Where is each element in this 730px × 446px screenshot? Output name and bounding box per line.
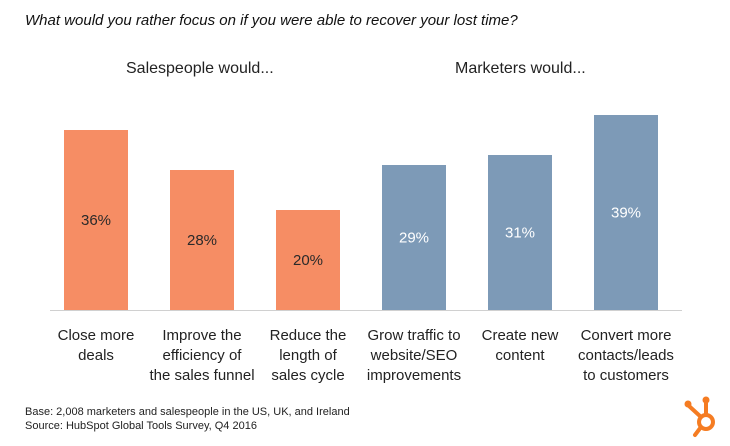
bar-value-label: 31% (505, 225, 535, 242)
category-label: improvements (367, 367, 461, 384)
category-label: Reduce the (270, 327, 347, 344)
category-label: Convert more (581, 327, 672, 344)
bar-value-label: 39% (611, 205, 641, 222)
category-label: Close more (58, 327, 135, 344)
category-label: sales cycle (271, 367, 344, 384)
category-label: deals (78, 347, 114, 364)
category-label: Create new (482, 327, 559, 344)
group-label-salespeople: Salespeople would... (126, 60, 274, 77)
category-label: efficiency of (163, 347, 243, 364)
group-label-marketers: Marketers would... (455, 60, 586, 77)
bar (382, 165, 446, 310)
footer-source: Source: HubSpot Global Tools Survey, Q4 … (25, 420, 257, 432)
bar (488, 155, 552, 310)
bar (170, 170, 234, 310)
bar-value-label: 20% (293, 252, 323, 269)
bar-value-label: 36% (81, 212, 111, 229)
bar-value-label: 29% (399, 230, 429, 247)
category-label: Improve the (162, 327, 241, 344)
chart-title: What would you rather focus on if you we… (25, 12, 518, 29)
category-label: length of (279, 347, 337, 364)
bar-value-label: 28% (187, 232, 217, 249)
category-label: contacts/leads (578, 347, 674, 364)
bar (276, 210, 340, 310)
category-label: website/SEO (370, 347, 458, 364)
category-label: Grow traffic to (367, 327, 460, 344)
category-label: content (495, 347, 545, 364)
hubspot-logo-icon (684, 396, 715, 437)
bar (594, 115, 658, 310)
bar (64, 130, 128, 310)
footer-base: Base: 2,008 marketers and salespeople in… (25, 406, 350, 418)
category-label: the sales funnel (149, 367, 254, 384)
category-label: to customers (583, 367, 669, 384)
